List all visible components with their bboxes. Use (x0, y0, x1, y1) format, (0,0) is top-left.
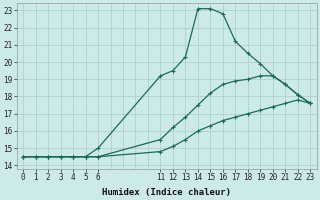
X-axis label: Humidex (Indice chaleur): Humidex (Indice chaleur) (102, 188, 231, 197)
